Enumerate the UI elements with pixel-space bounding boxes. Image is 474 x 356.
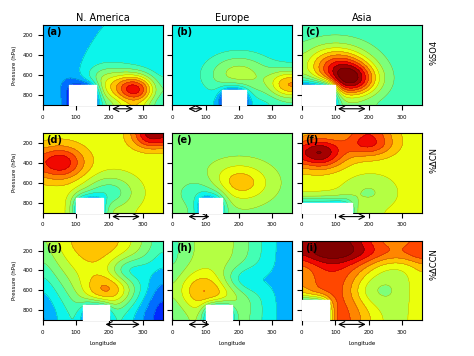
Title: N. America: N. America: [76, 13, 129, 23]
Text: (g): (g): [46, 243, 62, 253]
Y-axis label: Pressure (hPa): Pressure (hPa): [12, 45, 17, 84]
Y-axis label: Pressure (hPa): Pressure (hPa): [12, 261, 17, 300]
Text: (d): (d): [46, 135, 62, 145]
Y-axis label: Pressure (hPa): Pressure (hPa): [12, 153, 17, 192]
Text: (i): (i): [305, 243, 318, 253]
Text: (h): (h): [176, 243, 192, 253]
Text: %ΔCCN: %ΔCCN: [429, 248, 438, 281]
X-axis label: Longitude: Longitude: [348, 341, 375, 346]
X-axis label: Longitude: Longitude: [89, 341, 116, 346]
Text: %ΔCN: %ΔCN: [429, 147, 438, 173]
X-axis label: Longitude: Longitude: [219, 341, 246, 346]
Title: Asia: Asia: [352, 13, 372, 23]
Text: (c): (c): [305, 27, 320, 37]
Text: (f): (f): [305, 135, 319, 145]
Title: Europe: Europe: [215, 13, 249, 23]
Text: %SO4: %SO4: [429, 40, 438, 65]
Text: (e): (e): [176, 135, 191, 145]
Text: (b): (b): [176, 27, 192, 37]
Text: (a): (a): [46, 27, 62, 37]
